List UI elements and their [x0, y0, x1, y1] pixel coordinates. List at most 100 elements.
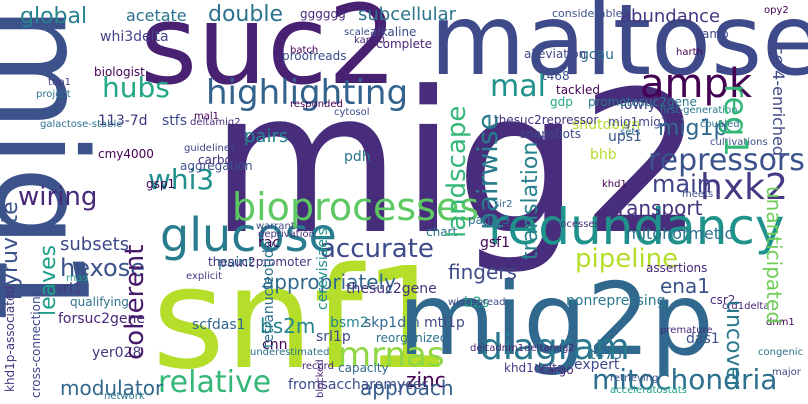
word-dnm1: dnm1: [766, 317, 795, 328]
word-coherent: coherent: [120, 244, 150, 360]
word-bsm2: bsm2: [330, 315, 369, 331]
word-cnn: cnn: [262, 337, 288, 353]
word-stfs: stfs: [162, 113, 188, 129]
word-premature: premature: [660, 325, 713, 336]
word-retrieving: retrieving: [610, 373, 659, 384]
word-promotesuc2gene: promotesuc2gene: [588, 95, 697, 109]
word-crd1delta: crd1delta: [722, 301, 770, 312]
word-mal1: mal1: [194, 111, 220, 122]
word-tup1: tup1: [48, 77, 71, 88]
word-tetranucleotide: tetranucleotide: [261, 240, 277, 348]
word-yer028: yer028: [92, 345, 142, 361]
word-cytosol: cytosol: [334, 107, 370, 118]
word-das1: das1: [686, 331, 720, 347]
word-csr2: csr2: [710, 293, 736, 307]
word-sets: sets: [620, 127, 641, 138]
word-galactose-stable: galactose-stable: [40, 119, 123, 130]
word-translation: translation: [518, 141, 543, 260]
word-widespread: widespread: [448, 297, 506, 308]
word-b2s: b2s: [464, 295, 490, 311]
word-meets: meets: [682, 189, 714, 200]
word-pairwise: pairwise: [471, 113, 504, 230]
word-global: global: [20, 4, 88, 29]
word-sir2: sir2: [494, 199, 513, 210]
word-project: project: [36, 89, 71, 100]
word-guidelines: guidelines: [184, 143, 236, 154]
word-mig2p: mig2p: [398, 261, 714, 378]
word-chart: chart: [426, 225, 458, 239]
word-network: network: [104, 391, 145, 402]
word-lowly: lowly: [620, 97, 657, 113]
word-zinc: zinc: [406, 368, 446, 392]
word-t475: t475: [590, 347, 623, 363]
word-shutdown: shutdown: [572, 117, 641, 133]
word-relative: relative: [158, 365, 272, 400]
word-subcellular: subcellular: [358, 4, 457, 25]
word-redundancy: redundancy: [488, 198, 785, 256]
word-proofreads: proofreads: [282, 49, 347, 63]
word-carbon: carbon: [198, 153, 240, 167]
word-first-generation: first-generation: [660, 105, 738, 116]
word-gsp1: gsp1: [146, 177, 176, 191]
word-complete: complete: [376, 37, 433, 51]
word-pipeline: pipeline: [575, 244, 679, 274]
word-blocked: blocked: [315, 359, 326, 398]
word-accurate: accurate: [320, 234, 434, 264]
word-subsets: subsets: [60, 234, 130, 255]
word-snapshots: snapshots: [520, 127, 581, 141]
word-processes: processes: [550, 219, 600, 230]
word-transport: transport: [610, 196, 703, 220]
word-aggregation: aggregation: [180, 159, 253, 173]
word-fingers: fingers: [448, 260, 517, 284]
word-rnas: rnas: [66, 273, 88, 284]
word-warrant: warrant: [256, 221, 295, 232]
word-suc2: suc2: [140, 0, 398, 109]
word-skp1dm: skp1dm: [364, 315, 420, 331]
word-glucose: glucose: [160, 208, 337, 262]
word-acetate: acetate: [126, 6, 187, 25]
word-highlighting: highlighting: [206, 73, 409, 113]
word-cross-connections: cross-connections: [29, 290, 43, 398]
word-thesuc2gene: thesuc2gene: [346, 281, 437, 297]
word-pan23: pan2/3: [468, 213, 510, 227]
word-qualifying: qualifying: [70, 295, 129, 309]
word-alkaline: alkaline: [370, 25, 417, 39]
word-repressors: repressors: [648, 143, 805, 178]
word-maltose: maltose: [430, 0, 808, 98]
word-capacity: capacity: [338, 361, 389, 375]
word-gsf1: gsf1: [480, 235, 511, 251]
word-diagram: diagram: [480, 327, 630, 368]
word-deltadnm1deltamig2: deltadnm1deltamig2: [470, 343, 575, 354]
word-expert: expert: [574, 357, 620, 373]
word-appropriately: appropriately: [262, 270, 396, 294]
word-main: main: [652, 170, 712, 198]
word-gcau: gcau: [580, 47, 615, 63]
word-pairs: pairs: [244, 126, 289, 147]
word-bioprocesses: bioprocesses: [232, 185, 480, 229]
word-cultivations: cultivations: [710, 137, 768, 148]
word-deprivation: deprivation: [258, 229, 315, 240]
word-mig1mig2: mig1mig2: [608, 115, 669, 129]
word-nonrepressing: nonrepressing: [566, 293, 666, 309]
word-reg1: hxk2: [700, 167, 788, 208]
word-approach: approach: [360, 376, 454, 400]
word-thesuc2repressor: thesuc2repressor: [494, 113, 599, 127]
word-srl1: srl1: [56, 281, 82, 297]
word-tackled: tackled: [556, 83, 600, 97]
word-ups1: ups1: [608, 129, 642, 145]
word-mtl1p: mtl1p: [424, 315, 465, 331]
word-hexose: hexose: [60, 254, 145, 282]
word-mrnas: mrnas: [338, 335, 445, 375]
word-bs2m: bs2m: [260, 314, 316, 338]
word-scale: scale: [344, 27, 370, 38]
word-double: double: [208, 2, 283, 27]
word-responded: responded: [290, 99, 343, 110]
word-srl1p: srl1p: [316, 329, 351, 345]
word-mal: mal: [490, 69, 546, 104]
word-fromsaccharomyces: fromsaccharomyces: [288, 377, 429, 393]
word-underestimated: underestimated: [250, 347, 330, 358]
word-reorganized: reorganized: [376, 331, 448, 345]
word-opy2: opy2: [764, 5, 789, 16]
word-record: record: [302, 361, 334, 372]
